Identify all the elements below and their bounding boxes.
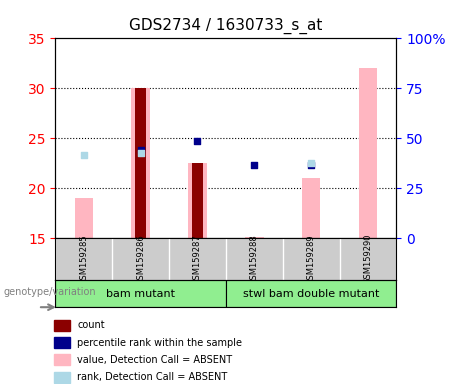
FancyBboxPatch shape (55, 280, 226, 307)
Text: bam mutant: bam mutant (106, 289, 175, 299)
Bar (131, 88, 150, 238)
Point (80, 152, 88, 158)
Bar (359, 68, 377, 238)
Point (137, 150, 144, 156)
Bar (245, 237, 264, 238)
Bar (75, 198, 93, 238)
Text: percentile rank within the sample: percentile rank within the sample (77, 338, 242, 348)
Point (307, 160, 315, 166)
Bar (302, 178, 320, 238)
Bar (54, 354, 70, 365)
Bar (192, 163, 202, 238)
Text: genotype/variation: genotype/variation (4, 287, 96, 297)
Point (137, 147, 144, 153)
Text: count: count (77, 320, 105, 330)
Bar (188, 163, 207, 238)
Point (307, 162, 315, 168)
Bar (54, 320, 70, 331)
Text: value, Detection Call = ABSENT: value, Detection Call = ABSENT (77, 355, 232, 365)
Text: rank, Detection Call = ABSENT: rank, Detection Call = ABSENT (77, 372, 228, 382)
Text: GSM159289: GSM159289 (307, 234, 316, 285)
Bar (136, 88, 146, 238)
Text: GSM159285: GSM159285 (79, 234, 88, 285)
Point (251, 162, 258, 168)
Bar (54, 372, 70, 382)
Text: GSM159286: GSM159286 (136, 234, 145, 285)
Bar (54, 337, 70, 348)
Text: GSM159288: GSM159288 (250, 234, 259, 285)
FancyBboxPatch shape (226, 280, 396, 307)
Text: stwl bam double mutant: stwl bam double mutant (243, 289, 379, 299)
Text: GSM159290: GSM159290 (364, 234, 372, 285)
Point (194, 138, 201, 144)
Text: GSM159287: GSM159287 (193, 234, 202, 285)
Title: GDS2734 / 1630733_s_at: GDS2734 / 1630733_s_at (129, 18, 323, 34)
